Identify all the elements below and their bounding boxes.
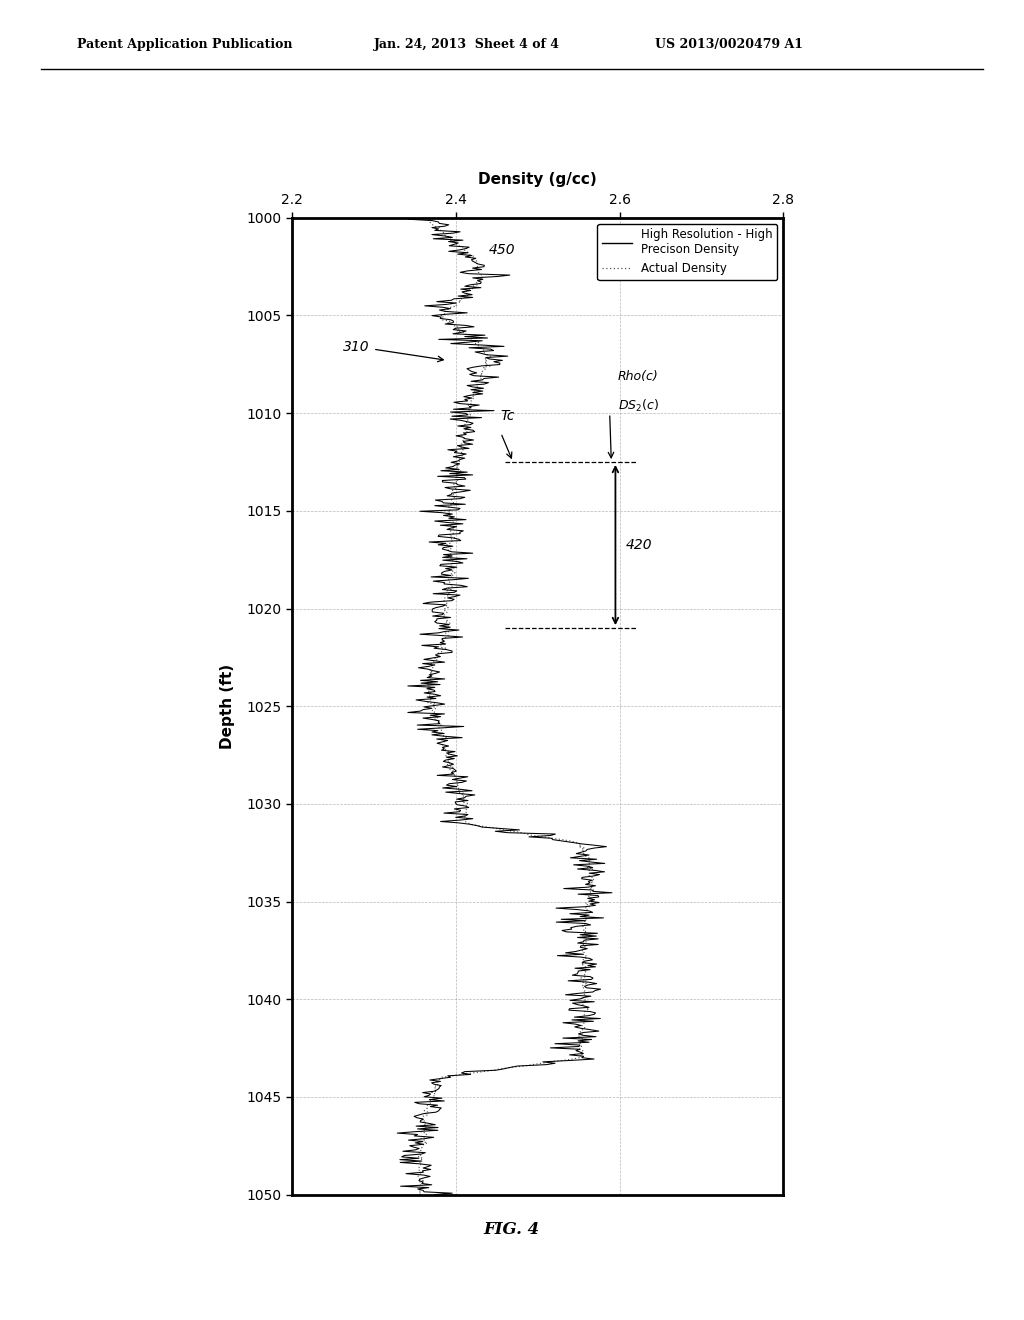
- Text: 420: 420: [626, 539, 652, 552]
- Text: Jan. 24, 2013  Sheet 4 of 4: Jan. 24, 2013 Sheet 4 of 4: [374, 38, 560, 51]
- X-axis label: Density (g/cc): Density (g/cc): [478, 172, 597, 186]
- Y-axis label: Depth (ft): Depth (ft): [220, 664, 236, 748]
- Text: Tc: Tc: [501, 409, 515, 424]
- Text: 450: 450: [488, 243, 515, 257]
- Text: Rho(c): Rho(c): [617, 370, 658, 383]
- Legend: High Resolution - High
Precison Density, Actual Density: High Resolution - High Precison Density,…: [597, 223, 777, 280]
- Text: FIG. 4: FIG. 4: [484, 1221, 540, 1238]
- Text: $DS_2(c)$: $DS_2(c)$: [617, 397, 658, 413]
- Text: 310: 310: [343, 339, 443, 362]
- Text: US 2013/0020479 A1: US 2013/0020479 A1: [655, 38, 804, 51]
- Text: Patent Application Publication: Patent Application Publication: [77, 38, 292, 51]
